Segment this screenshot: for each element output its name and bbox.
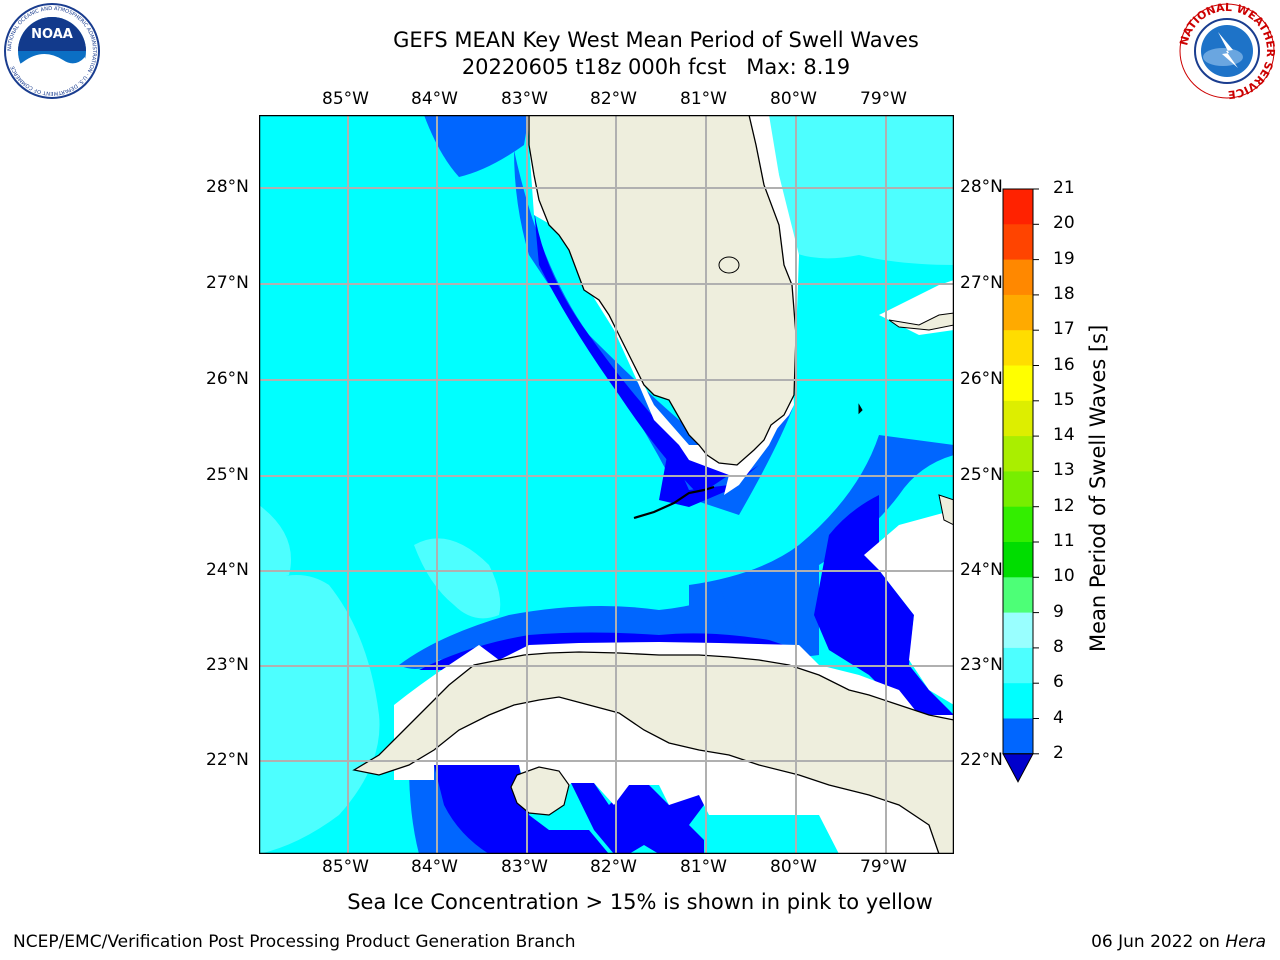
- lon-tick-top-5: 80°W: [770, 89, 817, 109]
- lat-tick-right-0: 28°N: [960, 177, 1003, 197]
- lon-tick-bottom-3: 82°W: [590, 857, 637, 877]
- colorbar-segment: [1003, 718, 1033, 755]
- footer-date: 06 Jun 2022 on Hera: [1091, 932, 1266, 952]
- swell-zone-blue-north: [424, 115, 529, 177]
- colorbar-segment: [1003, 294, 1033, 331]
- colorbar-tick-label: 9: [1053, 601, 1064, 622]
- colorbar-tick-label: 12: [1053, 495, 1075, 516]
- land-isle-of-youth: [510, 766, 570, 816]
- map-subtitle: 20220605 t18z 000h fcst Max: 8.19: [461, 55, 851, 79]
- colorbar-segment: [1003, 259, 1033, 296]
- colorbar-segment: [1003, 365, 1033, 402]
- swell-zone-light-east: [759, 115, 954, 265]
- colorbar-segment: [1003, 683, 1033, 719]
- sea-ice-note: Sea Ice Concentration > 15% is shown in …: [347, 890, 933, 914]
- colorbar-segment: [1003, 577, 1033, 614]
- colorbar-tick-label: 6: [1053, 672, 1064, 693]
- lon-tick-top-1: 84°W: [411, 89, 458, 109]
- colorbar-tick-label: 2: [1053, 742, 1064, 763]
- lat-tick-right-4: 24°N: [960, 560, 1003, 580]
- lat-tick-left-6: 22°N: [206, 750, 249, 770]
- lon-tick-bottom-4: 81°W: [680, 857, 727, 877]
- colorbar-segment: [1003, 189, 1033, 225]
- colorbar-segment: [1003, 542, 1033, 578]
- colorbar-segment: [1003, 612, 1033, 649]
- lon-tick-top-4: 81°W: [680, 89, 727, 109]
- lon-tick-top-6: 79°W: [860, 89, 907, 109]
- lat-tick-left-2: 26°N: [206, 369, 249, 389]
- footer-date-text: 06 Jun 2022 on: [1091, 932, 1226, 952]
- swell-zone-light-west: [259, 505, 291, 585]
- colorbar-tick-label: 18: [1053, 283, 1075, 304]
- colorbar-tick-label: 20: [1053, 213, 1075, 234]
- noaa-text: NOAA: [31, 27, 73, 42]
- map-plot: [259, 115, 954, 854]
- colorbar-segment: [1003, 330, 1033, 366]
- lat-tick-left-0: 28°N: [206, 177, 249, 197]
- colorbar-title: Mean Period of Swell Waves [s]: [1086, 324, 1110, 652]
- lon-tick-bottom-5: 80°W: [770, 857, 817, 877]
- lon-tick-top-2: 83°W: [501, 89, 548, 109]
- land-cuba: [352, 651, 954, 854]
- swell-zone-deep-southcuba: [434, 765, 609, 854]
- colorbar-tick-label: 10: [1053, 566, 1075, 587]
- nws-logo: NATIONAL WEATHER SERVICE: [1177, 1, 1277, 101]
- land-bimini: [858, 403, 863, 415]
- lon-tick-bottom-1: 84°W: [411, 857, 458, 877]
- land-florida: [528, 115, 797, 466]
- colorbar-segment: [1003, 647, 1033, 684]
- footer-host: Hera: [1225, 932, 1266, 952]
- swell-zone-light-southwest: [259, 575, 380, 854]
- lat-tick-left-1: 27°N: [206, 273, 249, 293]
- noaa-logo: NOAA NATIONAL OCEANIC AND ATMOSPHERIC AD…: [3, 2, 101, 100]
- colorbar-tick-label: 15: [1053, 389, 1075, 410]
- lon-tick-top-0: 85°W: [322, 89, 369, 109]
- footer-credit: NCEP/EMC/Verification Post Processing Pr…: [13, 932, 576, 952]
- colorbar: [1002, 188, 1039, 783]
- land-andros: [938, 494, 954, 526]
- colorbar-tick-label: 14: [1053, 425, 1075, 446]
- colorbar-tick-label: 17: [1053, 319, 1075, 340]
- lake-okeechobee: [718, 256, 740, 274]
- colorbar-segment: [1003, 224, 1033, 261]
- swell-zone-deep-bahamas: [814, 495, 954, 740]
- colorbar-tick-label: 16: [1053, 354, 1075, 375]
- lat-tick-left-3: 25°N: [206, 465, 249, 485]
- swell-zone-deep-straits-east: [719, 585, 819, 660]
- swell-zone-deep-cuba-north: [419, 632, 799, 670]
- map-title: GEFS MEAN Key West Mean Period of Swell …: [393, 28, 919, 52]
- colorbar-tick-label: 4: [1053, 707, 1064, 728]
- graticule: [259, 115, 954, 854]
- lon-tick-bottom-2: 83°W: [501, 857, 548, 877]
- colorbar-segment: [1003, 400, 1033, 437]
- colorbar-tick-label: 11: [1053, 531, 1075, 551]
- lat-tick-right-1: 27°N: [960, 273, 1003, 293]
- lon-tick-bottom-6: 79°W: [860, 857, 907, 877]
- lat-tick-left-5: 23°N: [206, 655, 249, 675]
- lat-tick-right-6: 22°N: [960, 750, 1003, 770]
- colorbar-tick-label: 19: [1053, 248, 1075, 269]
- lat-tick-right-3: 25°N: [960, 465, 1003, 485]
- lat-tick-right-2: 26°N: [960, 369, 1003, 389]
- swell-zone-deep-isle: [571, 783, 704, 854]
- swell-zone-deep-keys: [659, 445, 759, 507]
- land-grand-bahama: [888, 312, 954, 331]
- lat-tick-left-4: 24°N: [206, 560, 249, 580]
- colorbar-tick-label: 13: [1053, 460, 1075, 481]
- lon-tick-top-3: 82°W: [590, 89, 637, 109]
- swell-zone-light-mid: [414, 538, 501, 619]
- lon-tick-bottom-0: 85°W: [322, 857, 369, 877]
- colorbar-tick-label: 21: [1053, 178, 1075, 198]
- lat-tick-right-5: 23°N: [960, 655, 1003, 675]
- colorbar-tick-label: 8: [1053, 636, 1064, 657]
- colorbar-extend-arrow: [1002, 753, 1034, 783]
- colorbar-segment: [1003, 506, 1033, 543]
- colorbar-segment: [1003, 436, 1033, 472]
- colorbar-segment: [1003, 471, 1033, 508]
